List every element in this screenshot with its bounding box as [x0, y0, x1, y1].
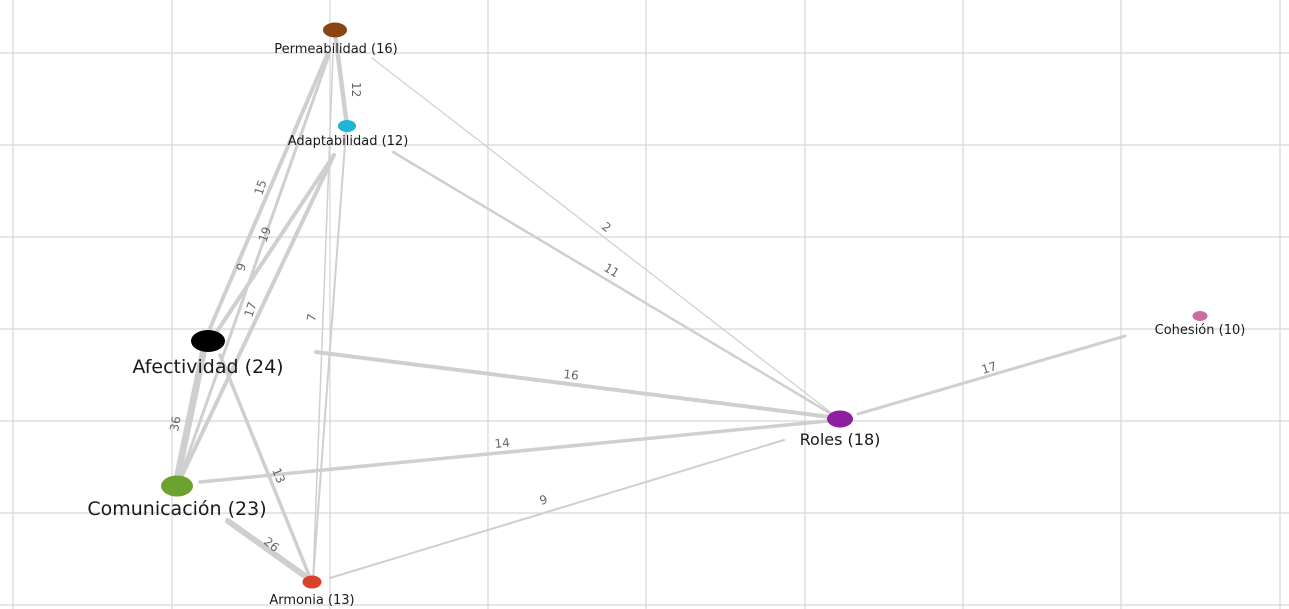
node-label-roles: Roles (18)	[800, 430, 881, 449]
edge-label-adaptabilidad-afectividad: 19	[256, 225, 274, 244]
edges	[172, 29, 1127, 582]
edge-permeabilidad-afectividad	[203, 53, 329, 342]
node-comunicacion[interactable]	[161, 475, 193, 497]
node-label-afectividad: Afectividad (24)	[132, 356, 283, 378]
node-label-armonia: Armonia (13)	[269, 593, 354, 608]
edge-permeabilidad-roles	[371, 57, 839, 419]
node-label-permeabilidad: Permeabilidad (16)	[274, 42, 398, 57]
edge-label-roles-cohesion: 17	[980, 359, 999, 377]
edge-label-permeabilidad-comunicacion: 9	[234, 261, 250, 273]
node-labels: Permeabilidad (16) Adaptabilidad (12) Af…	[87, 42, 1245, 608]
edge-label-armonia-roles: 9	[538, 492, 549, 508]
node-label-cohesion: Cohesión (10)	[1155, 323, 1246, 338]
node-label-comunicacion: Comunicación (23)	[87, 498, 266, 520]
edge-adaptabilidad-afectividad	[208, 153, 336, 344]
edge-permeabilidad-comunicacion	[176, 53, 331, 486]
node-afectividad[interactable]	[191, 330, 225, 352]
edge-adaptabilidad-comunicacion	[176, 153, 336, 486]
edge-permeabilidad-armonia	[312, 54, 334, 581]
edge-adaptabilidad-roles	[391, 150, 840, 420]
edge-roles-cohesion	[856, 334, 1127, 416]
edge-afectividad-armonia	[218, 353, 313, 582]
edge-label-adaptabilidad-armonia: 7	[304, 313, 319, 323]
edge-label-permeabilidad-adaptabilidad: 12	[349, 82, 363, 97]
edge-comunicacion-roles	[198, 418, 840, 484]
edge-afectividad-roles	[314, 350, 840, 420]
edge-label-permeabilidad-roles: 2	[599, 219, 614, 235]
edge-label-afectividad-comunicacion: 36	[167, 415, 183, 432]
node-roles[interactable]	[827, 410, 853, 428]
edge-label-adaptabilidad-comunicacion: 17	[242, 300, 260, 319]
edge-labels: 12 15 9 2 19 17 7 11 36 13 16 14 26 9 17	[167, 82, 998, 555]
edge-label-comunicacion-armonia: 26	[261, 534, 282, 554]
node-permeabilidad[interactable]	[323, 22, 347, 38]
node-adaptabilidad[interactable]	[338, 120, 356, 132]
nodes	[161, 22, 1208, 589]
edge-comunicacion-armonia	[225, 518, 308, 579]
node-label-adaptabilidad: Adaptabilidad (12)	[288, 134, 409, 149]
edge-afectividad-comunicacion	[172, 340, 209, 488]
node-armonia[interactable]	[302, 575, 322, 589]
node-cohesion[interactable]	[1192, 311, 1208, 321]
edge-label-permeabilidad-afectividad: 15	[252, 178, 270, 197]
edge-label-afectividad-roles: 16	[563, 367, 580, 383]
edge-label-comunicacion-roles: 14	[494, 435, 511, 451]
edge-armonia-roles	[329, 439, 785, 579]
edge-label-adaptabilidad-roles: 11	[601, 261, 621, 281]
edge-label-afectividad-armonia: 13	[269, 466, 288, 485]
edge-permeabilidad-adaptabilidad	[332, 29, 350, 129]
